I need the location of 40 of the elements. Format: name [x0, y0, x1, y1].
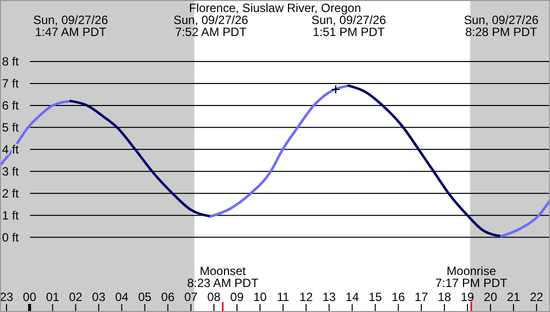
- x-tick-label: 11: [276, 290, 290, 304]
- x-tick-label: 07: [184, 290, 198, 304]
- y-tick-label: 7 ft: [2, 76, 20, 90]
- x-tick-label: 20: [484, 290, 498, 304]
- annotation: Moonset 8:23 AM PDT: [187, 264, 260, 290]
- x-tick-label: 23: [0, 290, 14, 304]
- y-tick-label: 3 ft: [2, 164, 20, 178]
- x-tick-label: 03: [92, 290, 106, 304]
- x-tick-label: 17: [414, 290, 428, 304]
- x-tick-label: 15: [368, 290, 382, 304]
- chart-title: Florence, Siuslaw River, Oregon: [188, 1, 362, 15]
- x-tick-label: 18: [438, 290, 452, 304]
- annotation: Moonrise 7:17 PM PDT: [435, 264, 508, 290]
- x-tick-label: 14: [346, 290, 360, 304]
- x2-tick-label: Sun, 09/27/26 1:47 AM PDT: [33, 13, 108, 39]
- x-tick-label: 13: [322, 290, 336, 304]
- x2-tick-label: Sun, 09/27/26 8:28 PM PDT: [464, 13, 539, 39]
- x-tick-label: 06: [161, 290, 175, 304]
- x-tick-label: 10: [253, 290, 268, 304]
- x-tick-label: 12: [299, 290, 314, 304]
- x-tick-label: 22: [530, 290, 544, 304]
- x-tick-label: 02: [68, 290, 83, 304]
- x-tick-label: 01: [46, 290, 60, 304]
- x-tick-label: 00: [22, 290, 37, 304]
- x-tick-label: 04: [115, 290, 129, 304]
- x-tick-label: 21: [506, 290, 521, 304]
- y-tick-label: 2 ft: [2, 186, 20, 200]
- y-tick-label: 1 ft: [2, 208, 20, 222]
- y-tick-label: 0 ft: [2, 230, 20, 244]
- x-tick-label: 19: [460, 290, 474, 304]
- x2-tick-label: Sun, 09/27/26 1:51 PM PDT: [311, 13, 386, 39]
- x2-tick-label: Sun, 09/27/26 7:52 AM PDT: [173, 13, 249, 39]
- x-tick-label: 09: [230, 290, 244, 304]
- x-tick-label: 05: [138, 290, 152, 304]
- y-tick-label: 4 ft: [2, 142, 20, 156]
- y-tick-label: 6 ft: [2, 98, 20, 112]
- x-tick-label: 16: [392, 290, 406, 304]
- y-tick-label: 5 ft: [2, 120, 20, 134]
- y-tick-label: 8 ft: [2, 54, 20, 69]
- x-tick-label: 08: [207, 290, 221, 304]
